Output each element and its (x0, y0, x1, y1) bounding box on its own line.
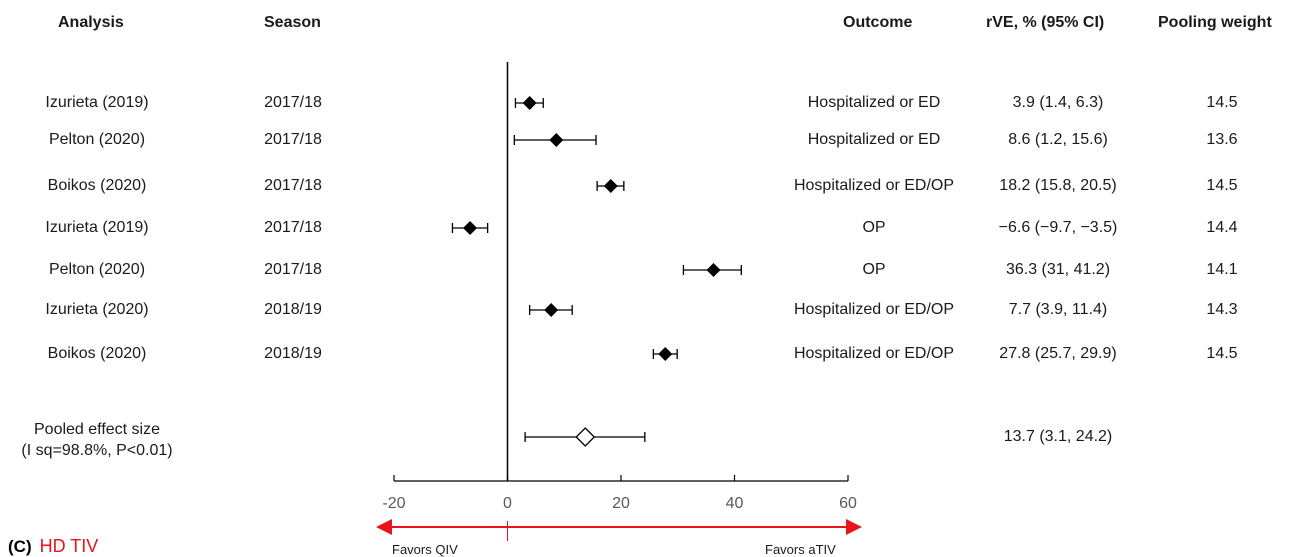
header-pooling-weight: Pooling weight (1158, 14, 1272, 31)
point-estimate (658, 347, 673, 361)
row-rve: 3.9 (1.4, 6.3) (1012, 94, 1104, 111)
row-rve: 7.7 (3.9, 11.4) (1008, 301, 1108, 318)
x-tick-label: 40 (726, 495, 744, 512)
row-outcome: OP (862, 261, 886, 278)
row-weight: 14.3 (1206, 301, 1238, 318)
row-season: 2017/18 (264, 261, 322, 278)
panel-name: HD TIV (39, 536, 99, 556)
header-rve: rVE, % (95% CI) (986, 14, 1105, 31)
row-analysis: Izurieta (2020) (45, 301, 149, 318)
pooled-estimate (575, 427, 596, 447)
point-estimate (603, 179, 618, 193)
row-rve: 36.3 (31, 41.2) (1005, 261, 1111, 278)
row-analysis: Boikos (2020) (47, 345, 147, 362)
x-tick-label: 60 (839, 495, 857, 512)
point-estimate (549, 133, 564, 147)
panel-label: (C) (8, 537, 32, 556)
row-outcome: Hospitalized or ED (807, 131, 941, 148)
panel-tag: (C) HD TIV (8, 536, 98, 557)
x-tick-label: 0 (503, 495, 512, 512)
row-rve: 27.8 (25.7, 29.9) (999, 345, 1117, 362)
x-tick-label: 20 (612, 495, 630, 512)
row-outcome: OP (862, 219, 886, 236)
header-analysis: Analysis (58, 14, 124, 31)
row-analysis: Pelton (2020) (48, 131, 146, 148)
row-weight: 14.5 (1206, 94, 1238, 111)
row-weight: 14.4 (1206, 219, 1238, 236)
pooled-rve: 13.7 (3.1, 24.2) (1003, 428, 1113, 445)
point-estimate (463, 221, 478, 235)
row-season: 2017/18 (264, 94, 322, 111)
row-weight: 13.6 (1206, 131, 1238, 148)
row-weight: 14.5 (1206, 345, 1238, 362)
point-estimate (706, 263, 721, 277)
row-weight: 14.5 (1206, 177, 1238, 194)
x-tick-label: -20 (382, 495, 405, 512)
row-season: 2017/18 (264, 131, 322, 148)
row-analysis: Izurieta (2019) (45, 94, 149, 111)
pooled-label-line2: (I sq=98.8%, P<0.01) (21, 442, 173, 459)
pooled-label: Pooled effect size (I sq=98.8%, P<0.01) (21, 419, 172, 461)
point-estimate (522, 96, 537, 110)
row-weight: 14.1 (1206, 261, 1238, 278)
header-season: Season (264, 14, 321, 31)
row-season: 2017/18 (264, 219, 322, 236)
pooled-label-line1: Pooled effect size (33, 421, 161, 438)
row-analysis: Izurieta (2019) (45, 219, 149, 236)
row-outcome: Hospitalized or ED/OP (793, 301, 955, 318)
row-outcome: Hospitalized or ED/OP (793, 345, 955, 362)
row-season: 2017/18 (264, 177, 322, 194)
row-rve: 8.6 (1.2, 15.6) (1008, 131, 1108, 148)
row-season: 2018/19 (264, 345, 322, 362)
point-estimate (544, 303, 559, 317)
row-analysis: Pelton (2020) (48, 261, 146, 278)
row-season: 2018/19 (264, 301, 322, 318)
header-outcome: Outcome (843, 14, 913, 31)
row-analysis: Boikos (2020) (47, 177, 147, 194)
favors-right-label: Favors aTIV (765, 542, 836, 557)
favors-left-label: Favors QIV (392, 542, 458, 557)
row-rve: −6.6 (−9.7, −3.5) (998, 219, 1118, 236)
row-rve: 18.2 (15.8, 20.5) (999, 177, 1117, 194)
row-outcome: Hospitalized or ED (807, 94, 941, 111)
row-outcome: Hospitalized or ED/OP (793, 177, 955, 194)
